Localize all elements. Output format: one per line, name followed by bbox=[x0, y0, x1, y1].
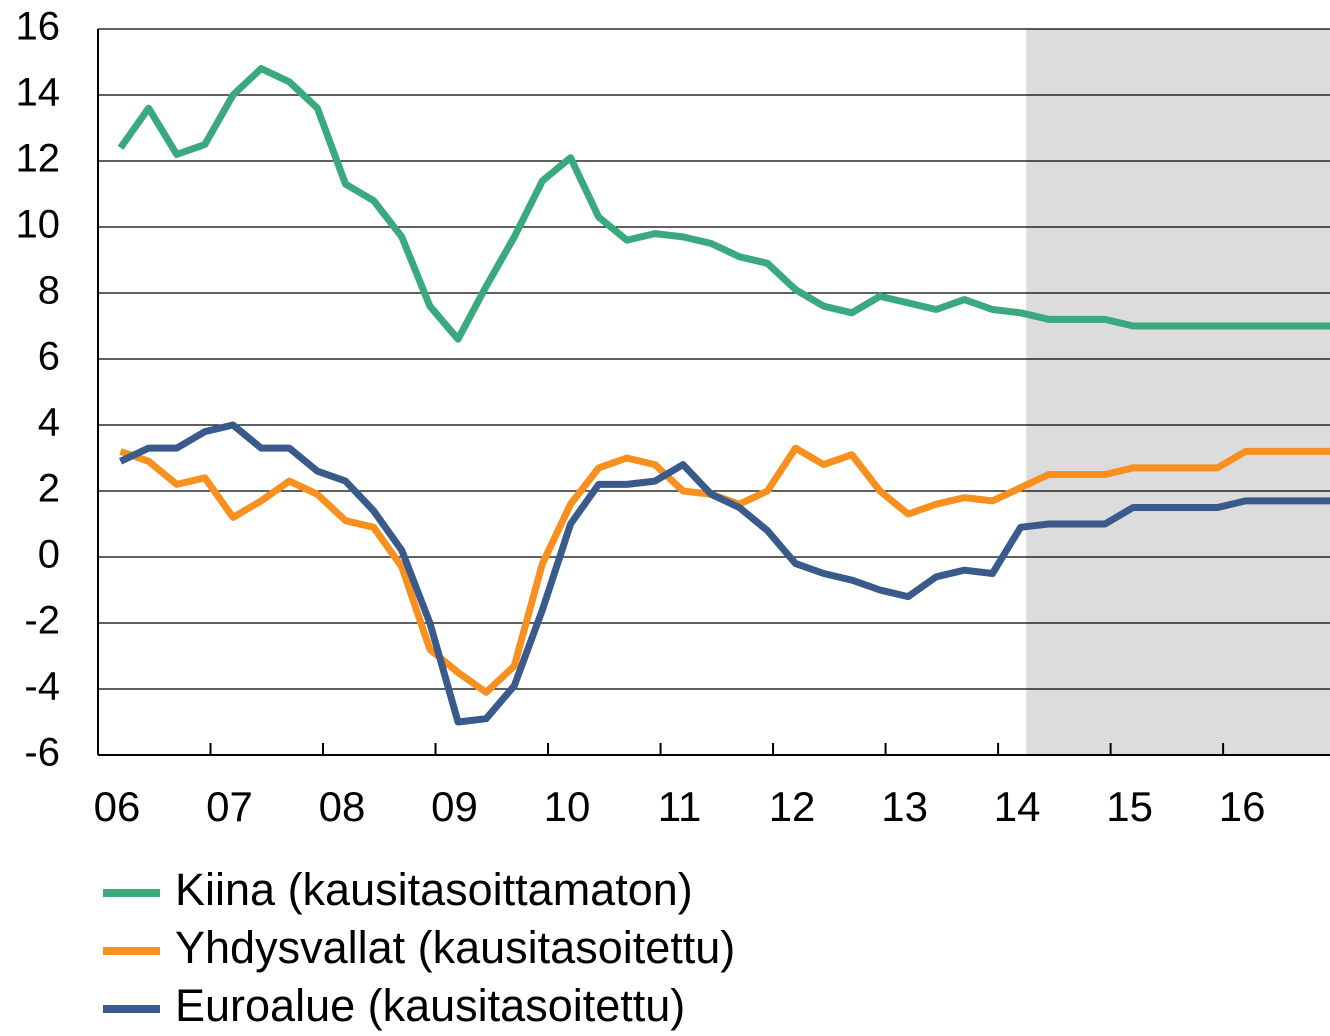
x-tick-label: 16 bbox=[1219, 783, 1266, 830]
x-tick-label: 15 bbox=[1106, 783, 1153, 830]
legend-label: Yhdysvallat (kausitasoitettu) bbox=[175, 922, 735, 973]
legend-label: Euroalue (kausitasoitettu) bbox=[175, 980, 685, 1031]
x-tick-label: 11 bbox=[658, 783, 702, 830]
legend-label: Kiina (kausitasoittamaton) bbox=[175, 864, 693, 915]
y-tick-label: 16 bbox=[16, 5, 61, 49]
y-tick-label: 12 bbox=[16, 137, 61, 181]
x-tick-label: 06 bbox=[94, 783, 141, 830]
y-tick-label: 4 bbox=[38, 401, 60, 445]
y-tick-label: 2 bbox=[38, 467, 60, 511]
y-tick-label: 8 bbox=[38, 269, 60, 313]
y-tick-label: 0 bbox=[38, 533, 60, 577]
y-tick-label: 6 bbox=[38, 335, 60, 379]
y-tick-label: 10 bbox=[16, 203, 61, 247]
x-tick-label: 07 bbox=[206, 783, 253, 830]
forecast-region bbox=[1026, 29, 1330, 755]
y-tick-label: -2 bbox=[24, 599, 60, 643]
x-tick-label: 10 bbox=[544, 783, 591, 830]
x-tick-label: 08 bbox=[319, 783, 366, 830]
x-tick-label: 09 bbox=[431, 783, 478, 830]
series-line bbox=[117, 65, 1330, 343]
y-tick-label: -4 bbox=[24, 665, 60, 709]
x-tick-label: 14 bbox=[994, 783, 1041, 830]
y-tick-label: -6 bbox=[24, 731, 60, 775]
x-tick-label: 12 bbox=[769, 783, 816, 830]
series-line bbox=[119, 421, 1330, 726]
y-tick-label: 14 bbox=[16, 71, 61, 115]
x-tick-label: 13 bbox=[881, 783, 928, 830]
